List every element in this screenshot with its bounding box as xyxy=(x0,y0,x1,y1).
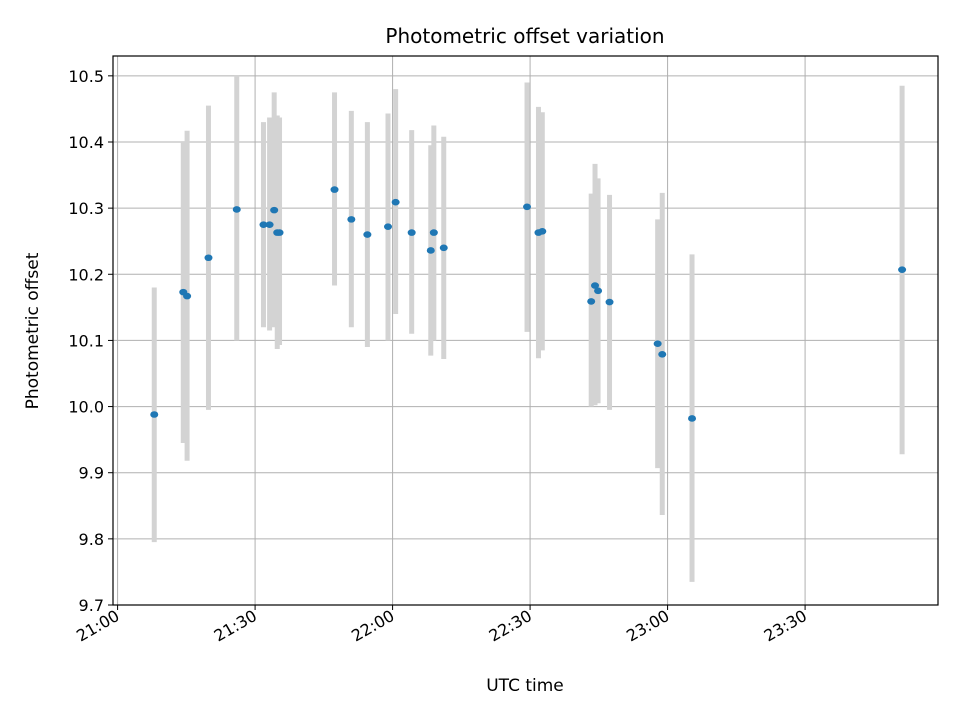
data-point xyxy=(270,206,279,214)
y-axis-label: Photometric offset xyxy=(23,252,43,409)
data-point xyxy=(523,203,532,211)
y-tick-label: 10.2 xyxy=(68,265,104,284)
data-point xyxy=(407,229,416,236)
data-point xyxy=(265,221,274,228)
data-point xyxy=(439,244,448,252)
data-point xyxy=(275,229,284,236)
data-point xyxy=(587,298,596,305)
data-point xyxy=(591,282,600,289)
y-tick-label: 9.8 xyxy=(79,530,104,549)
data-point xyxy=(658,351,667,358)
y-tick-label: 9.7 xyxy=(79,596,104,615)
data-point xyxy=(426,247,435,254)
data-point xyxy=(330,186,339,193)
data-point xyxy=(204,254,213,262)
chart-title: Photometric offset variation xyxy=(385,24,664,48)
data-point xyxy=(594,287,603,295)
y-tick-label: 10.3 xyxy=(68,199,104,218)
x-axis-label: UTC time xyxy=(486,676,564,696)
data-point xyxy=(347,216,356,223)
data-point xyxy=(363,231,372,238)
data-point xyxy=(384,223,392,230)
y-tick-label: 9.9 xyxy=(79,464,104,483)
data-point xyxy=(391,198,400,206)
y-tick-label: 10.5 xyxy=(68,67,104,86)
data-point xyxy=(183,292,192,300)
data-point xyxy=(429,229,438,236)
data-point xyxy=(150,411,159,418)
data-point xyxy=(898,266,907,273)
data-point xyxy=(538,227,547,235)
y-tick-label: 10.1 xyxy=(68,331,104,350)
data-point xyxy=(653,340,662,348)
plot-frame xyxy=(112,55,939,606)
y-tick-label: 10.4 xyxy=(68,133,104,152)
data-point xyxy=(232,206,241,213)
data-point xyxy=(605,298,614,306)
data-points xyxy=(150,186,907,422)
y-tick-label: 10.0 xyxy=(68,398,104,417)
y-axis-ticks: 9.7 9.8 9.9 10.0 10.1 10.2 10.3 10.4 10.5 xyxy=(68,67,113,615)
data-point xyxy=(259,221,268,228)
data-point xyxy=(688,415,697,422)
